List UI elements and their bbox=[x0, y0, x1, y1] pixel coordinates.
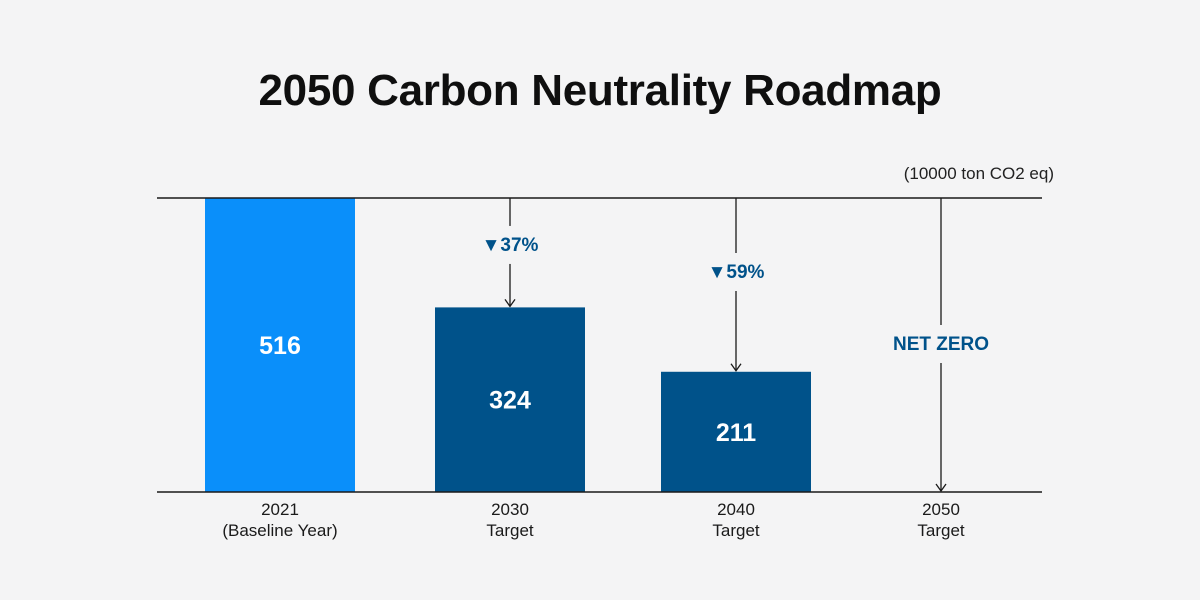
reduction-label: ▼37% bbox=[482, 235, 539, 256]
bar-2021 bbox=[205, 198, 355, 492]
bar-value-label: 211 bbox=[716, 419, 756, 447]
x-tick-label: (Baseline Year) bbox=[222, 521, 337, 540]
bar-value-label: 516 bbox=[259, 332, 301, 360]
chart-title: 2050 Carbon Neutrality Roadmap bbox=[258, 66, 942, 115]
x-tick-label: 2021 bbox=[261, 500, 299, 519]
reduction-arrowhead bbox=[935, 483, 947, 493]
x-tick-label: Target bbox=[712, 521, 760, 540]
bar-value-label: 324 bbox=[489, 387, 531, 415]
reduction-label: ▼59% bbox=[708, 262, 765, 283]
x-tick-label: Target bbox=[486, 521, 534, 540]
bar-2040 bbox=[661, 371, 811, 492]
x-tick-label: 2050 bbox=[922, 500, 960, 519]
x-tick-label: 2040 bbox=[717, 500, 755, 519]
x-tick-label: Target bbox=[917, 521, 965, 540]
unit-label: (10000 ton CO2 eq) bbox=[903, 164, 1054, 183]
bar-2030 bbox=[435, 307, 585, 492]
reduction-label: NET ZERO bbox=[893, 334, 989, 355]
x-tick-label: 2030 bbox=[491, 500, 529, 519]
reduction-arrowhead bbox=[730, 363, 742, 372]
reduction-arrowhead bbox=[504, 299, 516, 308]
